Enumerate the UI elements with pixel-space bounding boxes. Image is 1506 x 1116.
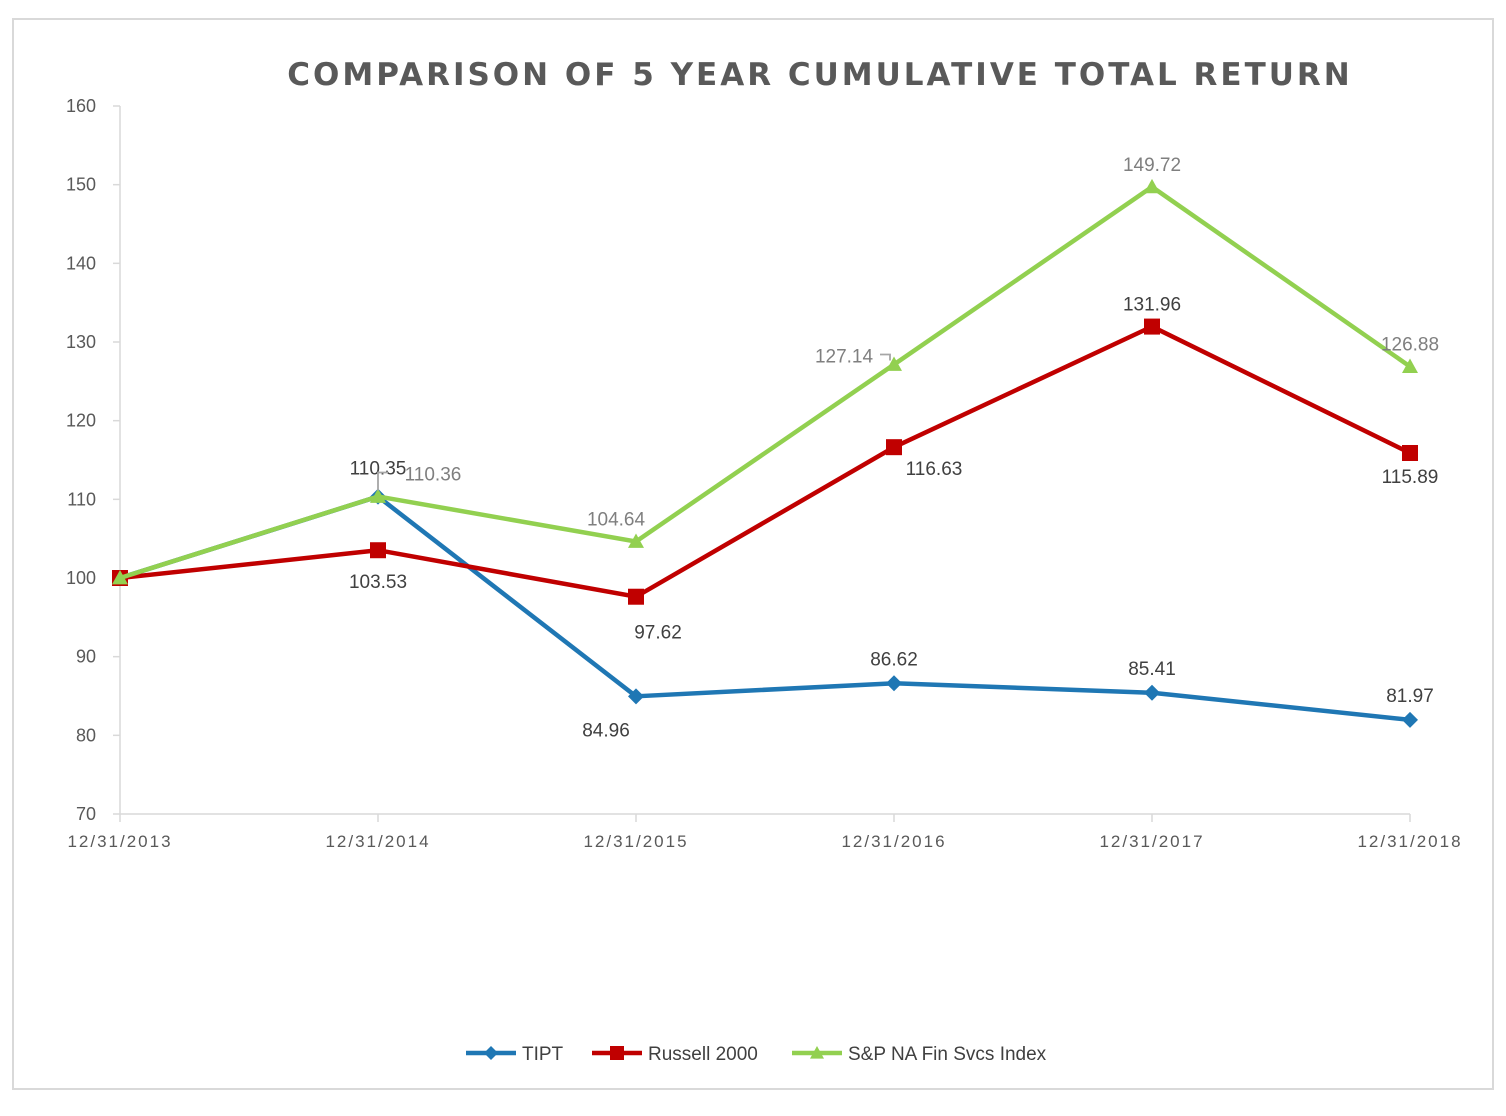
y-tick-label: 80 bbox=[76, 725, 96, 745]
data-label: 84.96 bbox=[582, 720, 630, 741]
data-label: 116.63 bbox=[906, 459, 963, 480]
y-tick-label: 130 bbox=[66, 332, 96, 352]
y-tick-label: 120 bbox=[66, 411, 96, 431]
square-marker bbox=[370, 542, 386, 559]
square-marker bbox=[886, 439, 902, 456]
data-labels: 110.35 84.96 86.62 85.41 81.97 103.53 97.62 116… bbox=[349, 155, 1439, 741]
data-label: 85.41 bbox=[1128, 659, 1176, 680]
data-label: 86.62 bbox=[870, 649, 918, 670]
diamond-marker bbox=[628, 688, 644, 705]
triangle-marker bbox=[370, 488, 386, 503]
legend-item: S&P NA Fin Svcs Index bbox=[792, 1044, 1047, 1065]
series-layer bbox=[112, 178, 1418, 728]
x-tick-label: 12/31/2016 bbox=[841, 832, 946, 851]
data-label: 110.36 bbox=[405, 465, 462, 486]
data-label: 110.35 bbox=[350, 459, 407, 480]
x-tick-label: 12/31/2015 bbox=[583, 832, 688, 851]
series-russell-2000 bbox=[112, 318, 1418, 605]
legend-label: Russell 2000 bbox=[648, 1044, 758, 1065]
diamond-marker bbox=[886, 675, 902, 692]
data-label: 149.72 bbox=[1123, 155, 1181, 176]
legend-item: TIPT bbox=[466, 1044, 564, 1065]
data-label: 131.96 bbox=[1123, 295, 1181, 316]
series-line bbox=[119, 494, 1411, 723]
series-s-p-na-fin-svcs-index bbox=[112, 178, 1418, 585]
diamond-marker bbox=[1144, 684, 1160, 701]
axes: 70 80 90 100 110 120 130 140 150 160 12/31/2013 12/… bbox=[66, 96, 1462, 851]
x-tick-label: 12/31/2017 bbox=[1099, 832, 1204, 851]
square-marker bbox=[628, 588, 644, 605]
series-line bbox=[119, 324, 1411, 599]
leader-line bbox=[880, 353, 891, 361]
y-tick-label: 90 bbox=[76, 647, 96, 667]
diamond-marker bbox=[1402, 711, 1418, 728]
chart-frame bbox=[12, 18, 1494, 1090]
square-marker bbox=[1402, 444, 1418, 461]
triangle-marker bbox=[1402, 358, 1418, 373]
diamond-marker bbox=[484, 1046, 498, 1060]
y-tick-label: 70 bbox=[76, 804, 96, 824]
series-line bbox=[119, 184, 1412, 581]
data-label: 104.64 bbox=[587, 509, 646, 530]
legend-item: Russell 2000 bbox=[592, 1044, 758, 1065]
x-tick-label: 12/31/2018 bbox=[1357, 832, 1462, 851]
legend: TIPT Russell 2000 S&P NA Fin Svcs Index bbox=[466, 1044, 1047, 1065]
legend-label: S&P NA Fin Svcs Index bbox=[848, 1044, 1047, 1065]
triangle-marker bbox=[810, 1046, 824, 1059]
data-label: 127.14 bbox=[815, 346, 874, 367]
x-tick-label: 12/31/2014 bbox=[325, 832, 430, 851]
triangle-marker bbox=[886, 356, 902, 371]
data-label: 126.88 bbox=[1381, 335, 1439, 356]
data-label: 97.62 bbox=[634, 623, 682, 644]
data-label: 103.53 bbox=[349, 572, 407, 593]
y-tick-label: 100 bbox=[66, 568, 96, 588]
square-marker bbox=[1144, 318, 1160, 335]
chart-title: COMPARISON OF 5 YEAR CUMULATIVE TOTAL RE… bbox=[287, 57, 1352, 93]
legend-label: TIPT bbox=[522, 1044, 564, 1065]
leader-line bbox=[377, 471, 388, 491]
square-marker bbox=[610, 1046, 624, 1060]
triangle-marker bbox=[628, 533, 644, 548]
y-tick-label: 140 bbox=[66, 253, 96, 273]
x-tick-label: 12/31/2013 bbox=[67, 832, 172, 851]
y-tick-label: 160 bbox=[66, 96, 96, 116]
data-label: 81.97 bbox=[1386, 686, 1434, 707]
y-tick-label: 110 bbox=[67, 489, 96, 509]
triangle-marker bbox=[1144, 178, 1160, 194]
y-tick-label: 150 bbox=[66, 175, 96, 195]
data-label: 115.89 bbox=[1382, 467, 1439, 488]
triangle-marker bbox=[112, 570, 128, 585]
